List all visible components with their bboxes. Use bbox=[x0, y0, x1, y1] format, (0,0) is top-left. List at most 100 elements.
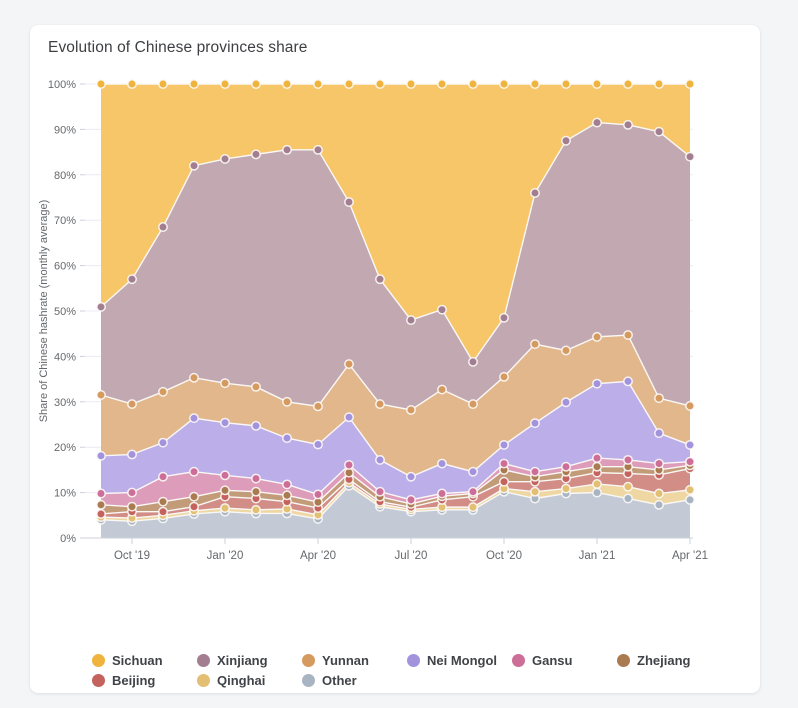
point-gansu-Sep19[interactable] bbox=[96, 488, 106, 499]
point-other-Feb21[interactable] bbox=[623, 493, 633, 504]
point-beijing-Nov19[interactable] bbox=[158, 506, 168, 517]
point-gansu-Oct19[interactable] bbox=[127, 487, 137, 498]
point-yunnan-Mar21[interactable] bbox=[654, 393, 664, 404]
legend-item-other[interactable]: Other bbox=[302, 673, 407, 688]
point-xinjiang-Dec20[interactable] bbox=[561, 135, 571, 146]
legend-item-sichuan[interactable]: Sichuan bbox=[92, 653, 197, 668]
point-yunnan-Jan21[interactable] bbox=[592, 331, 602, 342]
point-xinjiang-Feb20[interactable] bbox=[251, 149, 261, 160]
point-gansu-Jan20[interactable] bbox=[220, 470, 230, 481]
area-xinjiang[interactable] bbox=[101, 122, 690, 410]
point-sichuan-Oct20[interactable] bbox=[499, 79, 509, 89]
point-xinjiang-Feb21[interactable] bbox=[623, 119, 633, 130]
point-yunnan-Feb21[interactable] bbox=[623, 330, 633, 341]
area-beijing[interactable] bbox=[101, 468, 690, 519]
point-yunnan-Nov19[interactable] bbox=[158, 386, 168, 397]
point-zhejiang-Nov19[interactable] bbox=[158, 496, 168, 507]
point-nei-mongol-Aug20[interactable] bbox=[437, 458, 447, 469]
point-sichuan-Dec20[interactable] bbox=[561, 79, 571, 89]
point-gansu-Dec19[interactable] bbox=[189, 466, 199, 477]
point-yunnan-Dec20[interactable] bbox=[561, 345, 571, 356]
point-beijing-Sep19[interactable] bbox=[96, 508, 106, 519]
point-qinghai-Mar21[interactable] bbox=[654, 488, 664, 499]
point-yunnan-Sep19[interactable] bbox=[96, 390, 106, 400]
point-nei-mongol-Mar20[interactable] bbox=[282, 433, 292, 444]
point-nei-mongol-Dec20[interactable] bbox=[561, 397, 571, 408]
area-other[interactable] bbox=[101, 485, 690, 538]
point-zhejiang-Mar20[interactable] bbox=[282, 490, 292, 501]
point-gansu-Jan21[interactable] bbox=[592, 453, 602, 464]
point-other-Mar21[interactable] bbox=[654, 499, 664, 510]
point-sichuan-May20[interactable] bbox=[344, 79, 354, 89]
point-xinjiang-Oct19[interactable] bbox=[127, 274, 137, 285]
point-sichuan-Nov19[interactable] bbox=[158, 79, 168, 89]
point-xinjiang-Nov19[interactable] bbox=[158, 222, 168, 232]
point-gansu-Aug20[interactable] bbox=[437, 488, 447, 499]
point-gansu-Nov20[interactable] bbox=[530, 466, 540, 477]
point-yunnan-Sep20[interactable] bbox=[468, 399, 478, 410]
point-zhejiang-Jan20[interactable] bbox=[220, 485, 230, 496]
point-gansu-Sep20[interactable] bbox=[468, 486, 478, 497]
legend-item-qinghai[interactable]: Qinghai bbox=[197, 673, 302, 688]
point-nei-mongol-Apr21[interactable] bbox=[685, 439, 695, 450]
point-sichuan-Jun20[interactable] bbox=[375, 79, 385, 89]
point-sichuan-Jul20[interactable] bbox=[406, 79, 416, 89]
point-xinjiang-Oct20[interactable] bbox=[499, 312, 509, 323]
point-sichuan-Oct19[interactable] bbox=[127, 79, 137, 89]
point-sichuan-Mar21[interactable] bbox=[654, 79, 664, 89]
point-xinjiang-May20[interactable] bbox=[344, 197, 354, 207]
point-xinjiang-Aug20[interactable] bbox=[437, 304, 447, 315]
point-zhejiang-Jan21[interactable] bbox=[592, 461, 602, 472]
point-gansu-Jun20[interactable] bbox=[375, 486, 385, 497]
point-qinghai-Apr21[interactable] bbox=[685, 484, 695, 495]
point-xinjiang-Jan20[interactable] bbox=[220, 153, 230, 164]
point-gansu-Nov19[interactable] bbox=[158, 471, 168, 482]
point-beijing-Oct20[interactable] bbox=[499, 476, 509, 487]
point-qinghai-Nov20[interactable] bbox=[530, 486, 540, 497]
point-nei-mongol-Apr20[interactable] bbox=[313, 439, 323, 450]
point-gansu-Mar21[interactable] bbox=[654, 458, 664, 469]
point-nei-mongol-Jan21[interactable] bbox=[592, 378, 602, 389]
point-zhejiang-Feb20[interactable] bbox=[251, 486, 261, 497]
point-yunnan-Oct20[interactable] bbox=[499, 371, 509, 382]
point-gansu-Apr20[interactable] bbox=[313, 489, 323, 500]
point-sichuan-Feb21[interactable] bbox=[623, 79, 633, 89]
point-nei-mongol-Feb21[interactable] bbox=[623, 376, 633, 387]
legend-item-yunnan[interactable]: Yunnan bbox=[302, 653, 407, 668]
legend-item-gansu[interactable]: Gansu bbox=[512, 653, 617, 668]
point-yunnan-Jan20[interactable] bbox=[220, 378, 230, 389]
point-zhejiang-Dec19[interactable] bbox=[189, 491, 199, 502]
point-gansu-Feb21[interactable] bbox=[623, 454, 633, 465]
point-sichuan-Aug20[interactable] bbox=[437, 79, 447, 89]
point-xinjiang-Mar21[interactable] bbox=[654, 126, 664, 137]
point-qinghai-Jan20[interactable] bbox=[220, 503, 230, 513]
point-sichuan-Sep19[interactable] bbox=[96, 79, 106, 89]
point-sichuan-Jan21[interactable] bbox=[592, 79, 602, 89]
point-nei-mongol-Oct19[interactable] bbox=[127, 449, 137, 460]
point-xinjiang-Sep19[interactable] bbox=[96, 301, 106, 312]
point-xinjiang-Jul20[interactable] bbox=[406, 315, 416, 326]
point-nei-mongol-Jun20[interactable] bbox=[375, 454, 385, 465]
point-xinjiang-Dec19[interactable] bbox=[189, 160, 199, 171]
point-beijing-Dec19[interactable] bbox=[189, 501, 199, 512]
point-sichuan-Feb20[interactable] bbox=[251, 79, 261, 89]
point-yunnan-Dec19[interactable] bbox=[189, 372, 199, 383]
point-nei-mongol-Jul20[interactable] bbox=[406, 471, 416, 482]
point-sichuan-Apr21[interactable] bbox=[685, 79, 695, 89]
point-xinjiang-Jun20[interactable] bbox=[375, 274, 385, 285]
point-gansu-Jul20[interactable] bbox=[406, 494, 416, 505]
point-qinghai-Dec20[interactable] bbox=[561, 483, 571, 494]
point-xinjiang-Jan21[interactable] bbox=[592, 117, 602, 128]
point-yunnan-May20[interactable] bbox=[344, 359, 354, 370]
point-nei-mongol-Dec19[interactable] bbox=[189, 413, 199, 424]
point-yunnan-Aug20[interactable] bbox=[437, 384, 447, 395]
point-gansu-May20[interactable] bbox=[344, 459, 354, 470]
point-gansu-Apr21[interactable] bbox=[685, 456, 695, 467]
point-yunnan-Jul20[interactable] bbox=[406, 405, 416, 415]
point-nei-mongol-Nov19[interactable] bbox=[158, 437, 168, 448]
point-yunnan-Nov20[interactable] bbox=[530, 339, 540, 350]
point-yunnan-Feb20[interactable] bbox=[251, 381, 261, 392]
point-sichuan-Dec19[interactable] bbox=[189, 79, 199, 89]
point-yunnan-Apr21[interactable] bbox=[685, 400, 695, 411]
point-xinjiang-Mar20[interactable] bbox=[282, 144, 292, 155]
